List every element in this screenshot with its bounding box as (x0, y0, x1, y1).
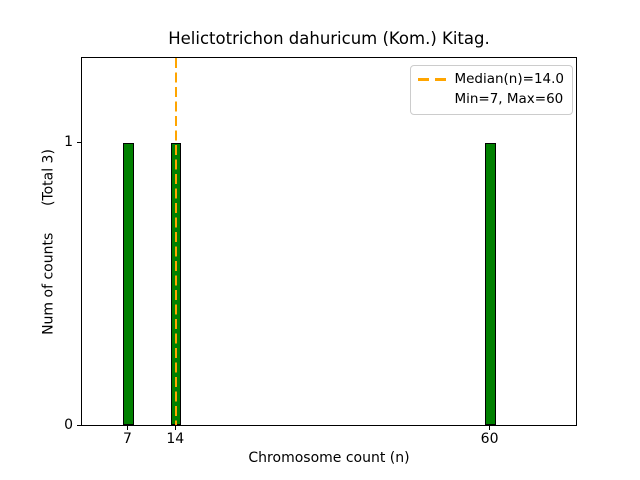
plot-area: Median(n)=14.0 Min=7, Max=60 (81, 57, 577, 426)
bar-n-60 (485, 142, 496, 425)
legend-entry-minmax: Min=7, Max=60 (418, 90, 564, 110)
median-dashed-line-swatch (418, 78, 447, 82)
x-tick-mark-14 (174, 426, 176, 430)
y-axis-label: Num of counts (Total 3) (40, 149, 57, 335)
legend: Median(n)=14.0 Min=7, Max=60 (410, 65, 573, 115)
x-tick-label-14: 14 (166, 431, 185, 447)
x-tick-label-7: 7 (122, 431, 132, 447)
legend-label-median: Median(n)=14.0 (454, 71, 564, 87)
legend-label-minmax: Min=7, Max=60 (454, 90, 564, 107)
x-tick-mark-60 (489, 426, 491, 430)
median-line (175, 58, 178, 425)
y-tick-label-0: 0 (64, 416, 73, 433)
bar-n-7 (123, 142, 134, 425)
legend-spacer (418, 98, 446, 101)
x-axis-label: Chromosome count (n) (248, 450, 410, 466)
x-tick-mark-7 (126, 426, 128, 430)
y-tick-mark-1 (77, 142, 81, 144)
y-tick-label-1: 1 (64, 134, 73, 151)
legend-entry-median: Median(n)=14.0 (418, 70, 564, 90)
x-tick-label-60: 60 (480, 431, 499, 447)
y-tick-mark-0 (77, 424, 81, 426)
chart-title: Helictotrichon dahuricum (Kom.) Kitag. (168, 29, 490, 48)
